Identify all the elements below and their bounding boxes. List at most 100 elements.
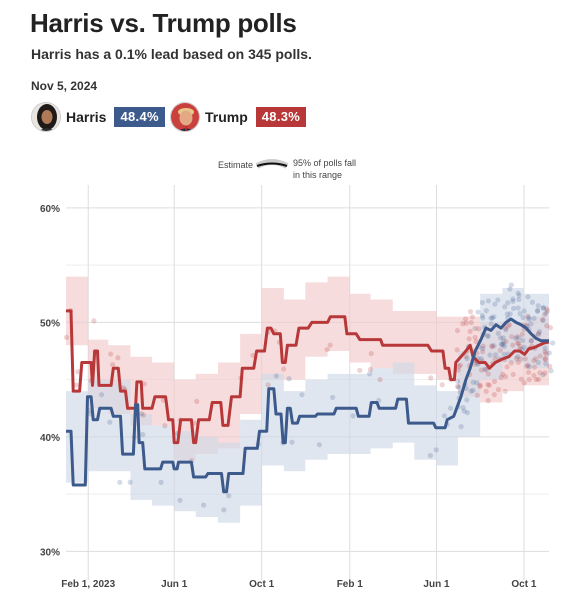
trump-poll-dot [327,342,333,348]
harris-poll-dot [483,308,489,314]
x-tick-label: Oct 1 [249,579,274,590]
harris-poll-dot [535,359,541,366]
trump-poll-dot [506,322,513,328]
harris-poll-dot [470,379,476,385]
harris-poll-dot [99,392,105,398]
trump-poll-dot [540,316,546,323]
trump-poll-dot [480,343,486,349]
trump-poll-dot [489,344,495,350]
trump-poll-dot [502,374,509,380]
harris-poll-dot [543,310,549,316]
trump-poll-dot [439,382,445,388]
harris-poll-dot [542,345,548,351]
harris-poll-dot [299,392,305,398]
page-subtitle: Harris has a 0.1% lead based on 345 poll… [31,46,312,62]
trump-poll-dot [531,372,537,379]
trump-poll-dot [502,388,508,394]
harris-poll-dot [441,413,448,419]
trump-poll-dot [483,388,489,394]
harris-poll-dot [504,311,510,317]
harris-poll-dot [454,378,461,384]
trump-poll-dot [526,376,532,383]
trump-poll-dot [457,362,463,368]
harris-poll-dot [497,335,504,341]
harris-poll-dot [546,350,552,356]
harris-poll-dot [500,335,506,341]
harris-poll-dot [501,339,507,345]
trump-poll-dot [492,356,498,362]
chart-legend: Estimate 95% of polls fall in this range [218,158,356,180]
trump-poll-dot [517,343,523,350]
harris-poll-dot [550,340,556,346]
candidate-name-harris: Harris [66,109,107,125]
trump-poll-dot [140,412,147,418]
trump-poll-dot [469,314,476,320]
harris-poll-dot [515,290,521,296]
harris-poll-dot [503,327,509,333]
trump-poll-dot [517,356,524,362]
harris-poll-dot [507,311,513,317]
trump-poll-dot [491,378,498,385]
harris-poll-dot [366,371,373,377]
trump-poll-dot [454,327,461,334]
harris-poll-dot [461,408,467,414]
harris-poll-dot [529,299,536,305]
harris-poll-dot [510,305,517,312]
harris-poll-dot [289,439,295,445]
harris-poll-dot [330,394,336,400]
chart-lines [66,309,550,494]
harris-poll-dot [502,304,508,310]
trump-poll-dot [542,349,548,355]
trump-poll-dot [162,423,168,429]
harris-poll-dot [492,301,498,307]
harris-poll-dot [489,315,495,321]
harris-poll-dot [470,387,476,393]
trump-poll-dot [477,383,483,389]
harris-poll-dot [535,307,541,314]
trump-poll-dot [521,380,527,386]
harris-poll-dot [510,296,516,302]
harris-poll-dot [505,300,511,306]
trump-poll-dot [486,382,492,388]
trump-poll-dot [544,323,550,329]
trump-poll-dot [377,376,383,383]
trump-poll-dot [510,342,516,348]
harris-poll-dot [521,344,527,350]
trump-poll-dot [108,351,114,357]
trump-poll-dot [508,360,514,366]
harris-poll-dot [485,332,491,339]
trump-poll-dot [324,346,330,353]
harris-value-badge: 48.4% [114,107,165,127]
trump-poll-dot [281,366,287,372]
harris-poll-dot [521,308,527,314]
harris-poll-dot [531,315,537,321]
trump-poll-dot [503,338,509,344]
harris-poll-dot [482,366,488,372]
harris-poll-dot [515,354,521,360]
harris-poll-dot [468,388,474,394]
trump-poll-dot [454,347,460,353]
trump-poll-dot [522,356,528,362]
harris-poll-dot [485,298,492,304]
trump-poll-dot [483,367,489,373]
trump-poll-dot [500,371,506,377]
harris-poll-dot [495,297,501,303]
trump-poll-dot [535,330,542,337]
trump-poll-dot [468,320,474,326]
trump-poll-dot [547,325,554,331]
trump-poll-dot [536,376,542,382]
harris-poll-dot [492,352,499,358]
trump-poll-dot [73,382,79,388]
trump-poll-dot [91,318,97,324]
harris-portrait-icon [31,102,61,132]
trump-poll-dot [543,351,549,357]
harris-poll-dot [501,351,507,357]
trump-poll-dot [519,331,525,337]
harris-poll-dot [107,419,113,425]
harris-poll-dot [488,321,494,327]
trump-poll-dot [463,353,469,360]
harris-poll-dot [508,282,514,288]
trump-poll-dot [456,363,462,369]
harris-poll-dot [534,308,541,314]
harris-poll-dot [543,361,549,367]
